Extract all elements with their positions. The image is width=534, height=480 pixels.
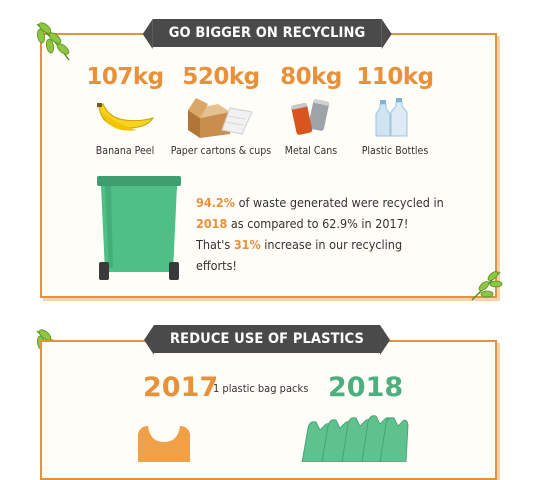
stat-value: 520kg (182, 64, 260, 90)
plastics-title: REDUCE USE OF PLASTICS (170, 331, 364, 347)
year-2018-heading: 2018 (328, 372, 404, 403)
summary-text: as compared to 62.9% in 2017! (227, 216, 409, 231)
bottles-icon (375, 98, 408, 137)
recycling-bin-icon (97, 176, 181, 280)
recycling-banner: GO BIGGER ON RECYCLING (142, 19, 391, 49)
pct-2018: 94.2% (196, 195, 236, 210)
carton-icon (188, 98, 253, 138)
recycling-summary: 94.2% of waste generated were recycled i… (196, 192, 446, 276)
plastic-bag-stack-icon (301, 415, 409, 462)
stat-value: 110kg (356, 64, 434, 90)
stat-paper-cartons: 520kg Paper cartons & cups (166, 64, 276, 157)
summary-line-1: 94.2% of waste generated were recycled i… (196, 192, 446, 213)
plastics-panel (40, 340, 497, 480)
leaf-branch-icon (36, 22, 70, 61)
banana-icon (97, 103, 155, 131)
summary-text: of waste generated were recycled in (235, 195, 444, 210)
stat-banana-peel: 107kg Banana Peel (70, 64, 180, 157)
packs-label: 1 plastic bag packs (213, 382, 309, 395)
increase-pct: 31% (233, 237, 261, 252)
year-2018: 2018 (196, 216, 228, 231)
plastic-bag-icon (138, 426, 190, 462)
stat-value: 107kg (86, 64, 164, 90)
stat-plastic-bottles: 110kg Plastic Bottles (340, 64, 450, 157)
summary-line-3: That's 31% increase in our recycling eff… (196, 234, 446, 276)
stat-metal-cans: 80kg Metal Cans (256, 64, 366, 157)
stat-value: 80kg (280, 64, 342, 90)
cans-icon (291, 99, 330, 135)
recycling-title: GO BIGGER ON RECYCLING (168, 25, 366, 41)
stat-label: Plastic Bottles (361, 145, 429, 157)
plastics-banner: REDUCE USE OF PLASTICS (144, 325, 390, 355)
leaf-branch-icon (471, 271, 503, 301)
stat-label: Banana Peel (95, 145, 155, 157)
stat-label: Paper cartons & cups (170, 145, 272, 157)
summary-line-2: 2018 as compared to 62.9% in 2017! (196, 213, 446, 234)
summary-text: That's (196, 237, 234, 252)
stat-label: Metal Cans (284, 145, 338, 157)
year-2017: 2017 (143, 372, 219, 403)
summary-text: increase in our recycling efforts! (196, 237, 403, 273)
